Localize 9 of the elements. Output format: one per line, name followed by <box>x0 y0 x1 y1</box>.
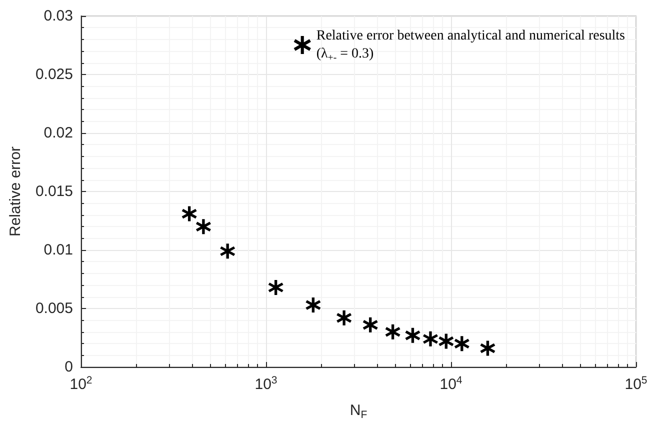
legend-label: Relative error between analytical and numerical results (λ+- = 0.3) <box>316 28 626 64</box>
y-tick-label: 0.015 <box>35 183 73 200</box>
y-tick-label: 0.01 <box>44 242 73 258</box>
y-tick-label: 0 <box>64 358 73 376</box>
y-axis-title: Relative error <box>7 146 24 237</box>
y-tick-label: 0.025 <box>35 66 73 83</box>
y-tick-label: 0.03 <box>44 8 73 24</box>
y-tick-label: 0.02 <box>44 124 73 142</box>
y-tick-label: 0.005 <box>35 300 73 317</box>
